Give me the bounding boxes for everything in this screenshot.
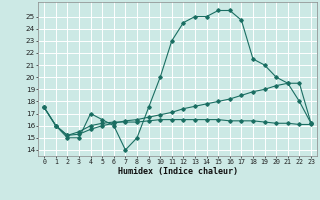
X-axis label: Humidex (Indice chaleur): Humidex (Indice chaleur) <box>118 167 238 176</box>
